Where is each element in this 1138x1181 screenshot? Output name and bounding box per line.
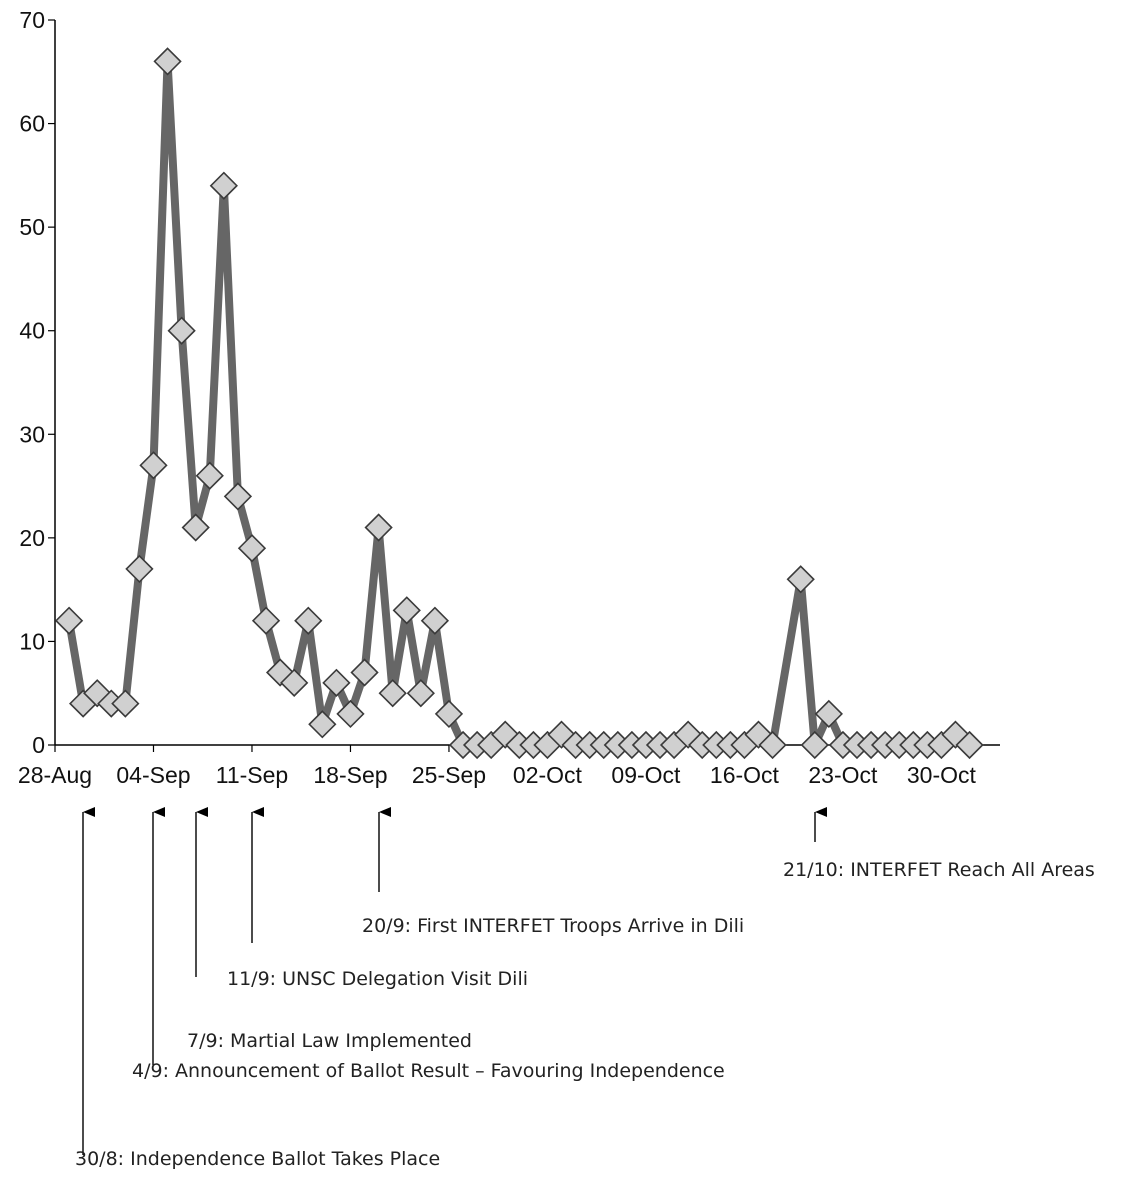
annotation-label: 21/10: INTERFET Reach All Areas [783, 859, 1095, 881]
data-point-marker [195, 461, 224, 490]
chart-axes: 0 10 20 30 40 50 60 70 28-Aug 04-Sep 11-Sep 18-Sep 2… [18, 7, 1000, 788]
data-point-marker [786, 565, 815, 594]
data-point-marker [434, 699, 464, 729]
x-tick-label: 04-Sep [116, 762, 190, 788]
data-point-marker [392, 596, 421, 625]
annotation-label: 30/8: Independence Ballot Takes Place [75, 1148, 440, 1170]
data-point-marker [139, 451, 168, 480]
annotation-label: 4/9: Announcement of Ballot Result – Fav… [132, 1060, 725, 1082]
data-point-marker [153, 47, 182, 76]
data-point-marker [800, 730, 829, 760]
data-point-marker [955, 730, 984, 760]
data-point-marker [378, 679, 407, 708]
annotation-layer: 30/8: Independence Ballot Takes Place 4/9… [75, 807, 1095, 1170]
data-point-marker [758, 730, 787, 760]
data-point-marker [181, 513, 210, 542]
data-point-marker [237, 534, 267, 563]
y-tick-label: 30 [19, 421, 45, 447]
y-tick-label: 40 [19, 318, 45, 344]
x-tick-label: 25-Sep [412, 762, 486, 788]
y-tick-label: 70 [19, 7, 45, 33]
data-point-marker [251, 606, 281, 635]
data-point-marker [336, 699, 365, 729]
y-tick-label: 10 [19, 628, 45, 654]
data-point-marker [167, 316, 196, 345]
data-point-marker [744, 720, 773, 749]
x-tick-label: 28-Aug [18, 762, 92, 788]
x-tick-label: 18-Sep [313, 762, 387, 788]
x-tick-label: 09-Oct [611, 762, 681, 788]
data-point-marker [125, 554, 154, 584]
data-point-marker [420, 606, 450, 635]
data-point-marker [406, 679, 435, 708]
x-tick-label: 11-Sep [216, 762, 288, 788]
data-point-marker [674, 720, 703, 749]
annotation-label: 7/9: Martial Law Implemented [187, 1030, 472, 1052]
data-point-marker [547, 720, 576, 749]
y-tick-label: 20 [19, 525, 45, 551]
series-layer [54, 47, 984, 760]
data-point-marker [941, 720, 970, 749]
x-tick-label: 23-Oct [808, 762, 878, 788]
annotation-label: 20/9: First INTERFET Troops Arrive in Di… [362, 915, 744, 937]
data-point-marker [322, 668, 351, 697]
x-tick-label: 02-Oct [513, 762, 583, 788]
data-point-marker [350, 658, 379, 687]
y-tick-label: 0 [32, 732, 45, 758]
data-point-marker [364, 513, 393, 542]
annotation-label: 11/9: UNSC Delegation Visit Dili [227, 968, 528, 990]
data-point-marker [491, 720, 520, 749]
x-tick-label: 30-Oct [907, 762, 977, 788]
data-point-marker [294, 606, 323, 635]
data-point-marker [814, 699, 843, 729]
data-point-marker [308, 710, 337, 739]
y-tick-label: 60 [19, 111, 45, 137]
x-tick-label: 16-Oct [710, 762, 780, 788]
data-point-marker [280, 668, 309, 697]
y-tick-label: 50 [19, 214, 45, 240]
series-line [65, 57, 974, 749]
data-point-marker [111, 689, 140, 718]
data-point-marker [223, 482, 253, 511]
data-point-marker [209, 171, 238, 200]
data-point-marker [54, 606, 84, 635]
